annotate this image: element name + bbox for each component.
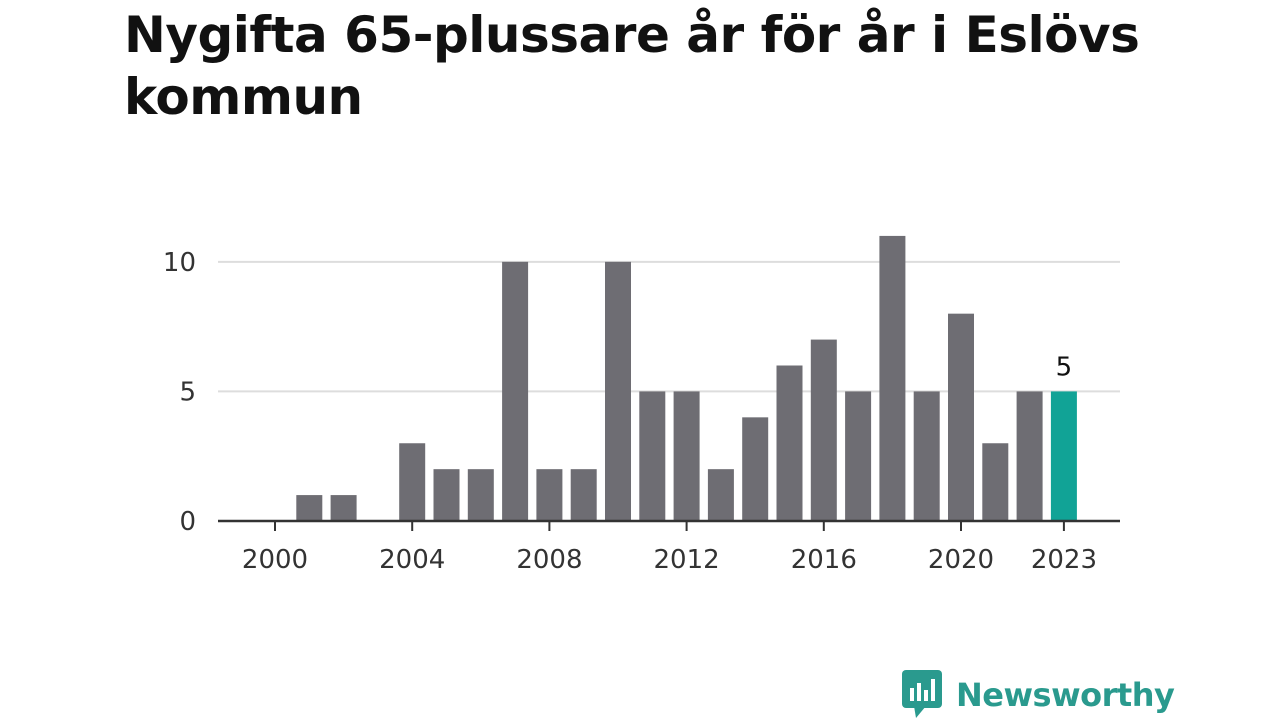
bar-2018 xyxy=(879,235,906,521)
bar-2006 xyxy=(467,469,494,521)
bar-2007 xyxy=(502,261,529,521)
bars xyxy=(296,235,1077,521)
data-label-2023: 5 xyxy=(1056,352,1073,382)
x-axis xyxy=(218,519,1120,531)
x-tick-label-2000: 2000 xyxy=(242,545,308,575)
y-tick-label-5: 5 xyxy=(179,377,196,407)
x-tick-label-2023: 2023 xyxy=(1031,545,1097,575)
bar-2002 xyxy=(330,495,357,521)
bar-2008 xyxy=(536,469,563,521)
x-tick-label-2004: 2004 xyxy=(379,545,445,575)
grid-lines xyxy=(218,260,1120,393)
bar-2009 xyxy=(570,469,597,521)
y-tick-label-0: 0 xyxy=(179,507,196,537)
bar-2005 xyxy=(433,469,460,521)
tick-labels: 0 5 10 5 2000 2004 2008 2012 2016 2020 2023 xyxy=(163,248,1097,575)
bar-2023 xyxy=(1050,391,1077,521)
bar-2012 xyxy=(673,391,700,521)
bar-2020 xyxy=(948,313,974,521)
bar-2021 xyxy=(982,443,1009,521)
bar-2014 xyxy=(742,417,769,521)
x-tick-label-2016: 2016 xyxy=(791,545,857,575)
y-tick-label-10: 10 xyxy=(163,248,196,278)
x-tick-label-2020: 2020 xyxy=(928,545,994,575)
bar-2015 xyxy=(776,365,803,521)
bar-2011 xyxy=(639,391,666,521)
chart-title: Nygifta 65-plussare år för år i Eslövs k… xyxy=(124,6,1140,126)
x-tick-label-2012: 2012 xyxy=(654,545,720,575)
x-tick-label-2008: 2008 xyxy=(516,545,582,575)
bar-2017 xyxy=(845,391,872,521)
brand-name: Newsworthy xyxy=(956,676,1175,714)
bar-2019 xyxy=(913,391,940,521)
bar-2004 xyxy=(399,443,426,521)
bar-2010 xyxy=(605,261,631,521)
bar-2016 xyxy=(810,339,837,521)
newsworthy-logo-icon xyxy=(902,670,942,718)
bar-2022 xyxy=(1016,391,1043,521)
bar-2013 xyxy=(707,469,734,521)
bar-2001 xyxy=(296,495,323,521)
newsworthy-brand: Newsworthy xyxy=(902,670,1175,720)
